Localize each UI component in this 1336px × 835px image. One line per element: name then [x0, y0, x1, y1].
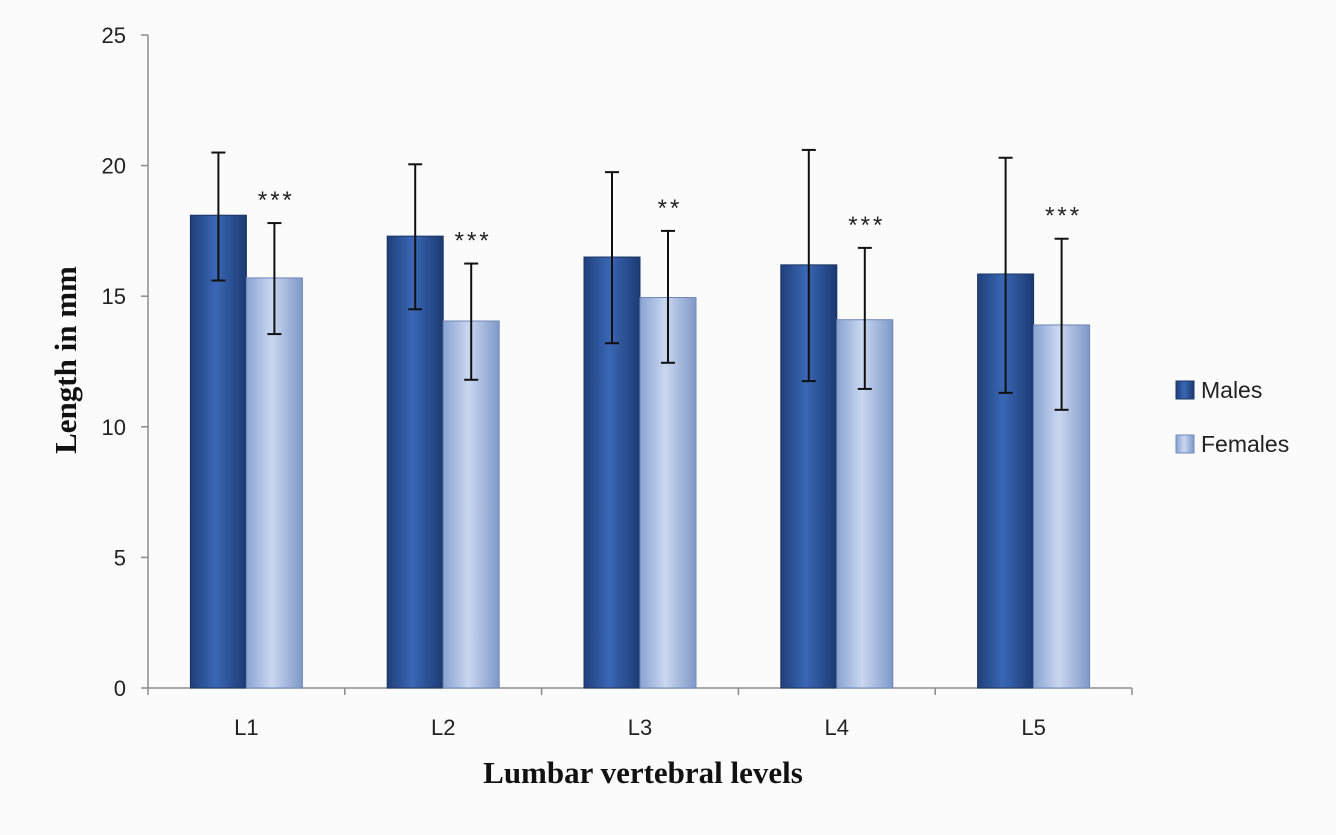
significance-label: ***: [455, 228, 492, 255]
bar-males: [189, 214, 247, 689]
x-axis-title: Lumbar vertebral levels: [483, 755, 803, 790]
significance-label: ***: [1045, 203, 1082, 230]
legend-swatch-females: [1175, 434, 1195, 454]
y-axis-title: Length in mm: [48, 266, 83, 454]
y-tick-label: 15: [102, 284, 126, 309]
significance-label: ***: [848, 212, 885, 239]
legend-swatch-males: [1175, 380, 1195, 400]
y-tick-label: 25: [102, 23, 126, 48]
bar-females: [442, 320, 500, 689]
significance-label: ***: [258, 187, 295, 214]
y-tick-label: 5: [114, 545, 126, 570]
x-tick-label: L4: [825, 715, 849, 740]
legend-label-females: Females: [1201, 431, 1289, 457]
legend: Males Females: [1175, 377, 1289, 457]
bar-females: [245, 277, 303, 689]
x-tick-label: L2: [431, 715, 455, 740]
y-tick-label: 10: [102, 415, 126, 440]
x-tick-label: L1: [234, 715, 258, 740]
y-tick-label: 0: [114, 676, 126, 701]
significance-label: **: [658, 195, 683, 222]
bar-males: [583, 256, 641, 689]
x-tick-label: L3: [628, 715, 652, 740]
bar-females: [836, 319, 894, 689]
y-tick-label: 20: [102, 154, 126, 179]
x-tick-label: L5: [1021, 715, 1045, 740]
bar-males: [386, 235, 444, 689]
plot-area: 0 5 10 15 20 25 *** L1 *** L2 ** L3 *** L4 *** L5: [102, 23, 1133, 740]
legend-label-males: Males: [1201, 377, 1262, 403]
